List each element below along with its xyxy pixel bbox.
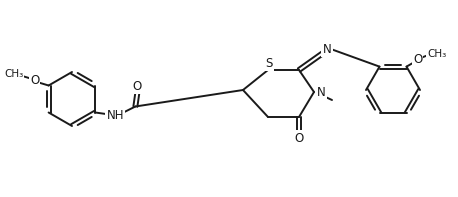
Text: O: O [413, 53, 422, 66]
Text: O: O [30, 74, 39, 87]
Text: N: N [322, 43, 332, 56]
Text: CH₃: CH₃ [4, 69, 23, 78]
Text: S: S [265, 57, 273, 70]
Text: O: O [294, 132, 304, 145]
Text: CH₃: CH₃ [427, 49, 446, 59]
Text: NH: NH [107, 109, 124, 122]
Text: O: O [133, 80, 142, 93]
Text: N: N [316, 85, 325, 98]
